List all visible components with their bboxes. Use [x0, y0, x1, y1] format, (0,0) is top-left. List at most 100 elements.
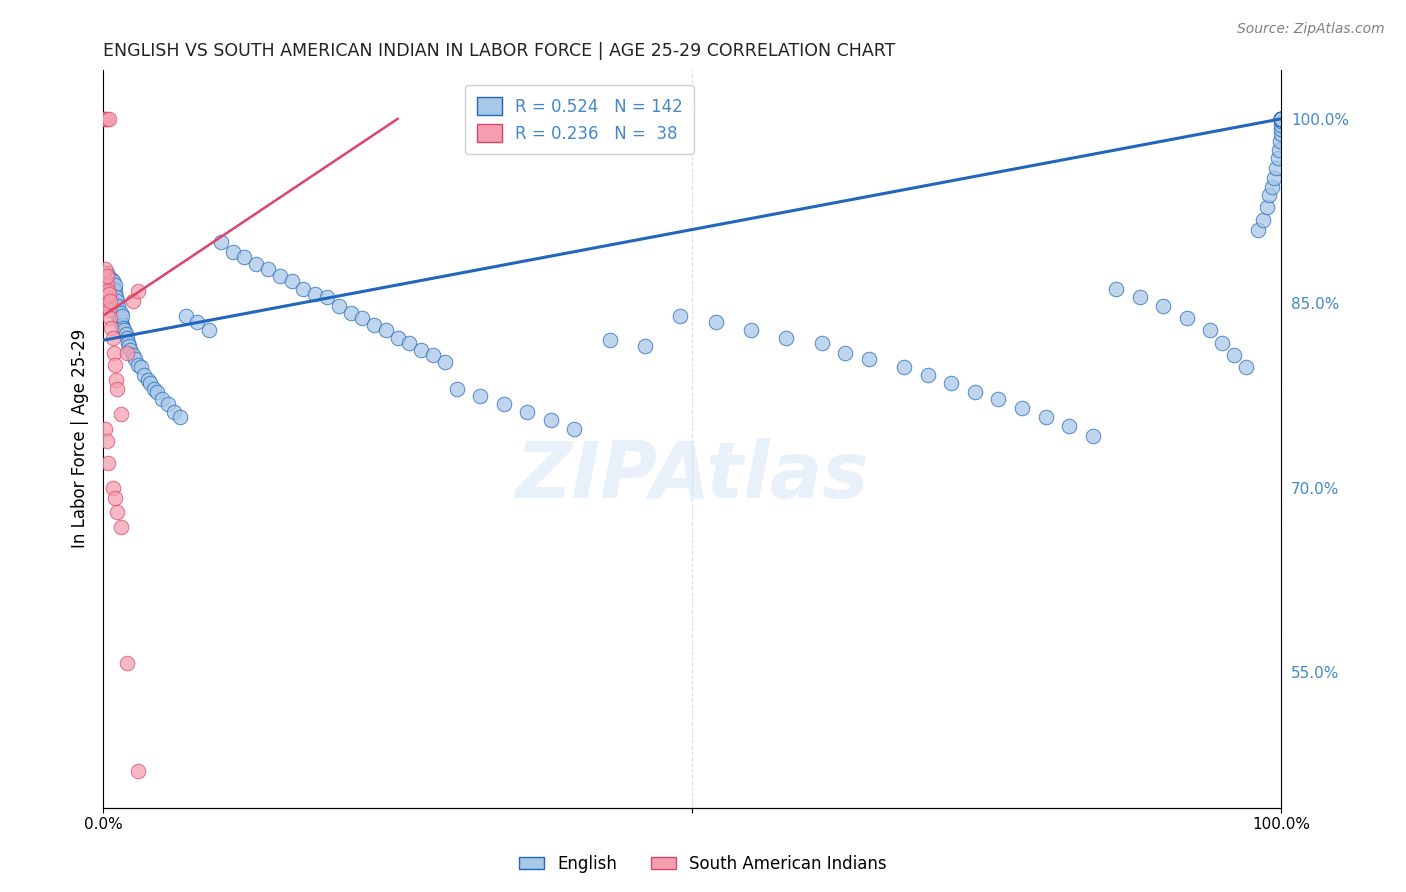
Point: [669, 309, 692, 323]
Point: [411, 343, 433, 357]
Point: [127, 284, 149, 298]
Point: [810, 335, 832, 350]
Point: [398, 335, 420, 350]
Point: [1270, 118, 1292, 132]
Point: [105, 299, 128, 313]
Point: [1270, 112, 1292, 126]
Point: [446, 383, 468, 397]
Point: [1270, 112, 1292, 126]
Point: [941, 376, 963, 391]
Point: [98, 277, 121, 292]
Point: [129, 360, 152, 375]
Point: [117, 335, 139, 350]
Point: [374, 323, 396, 337]
Point: [1270, 112, 1292, 126]
Point: [1265, 161, 1288, 175]
Point: [328, 299, 350, 313]
Point: [1105, 282, 1128, 296]
Point: [96, 266, 118, 280]
Point: [100, 282, 122, 296]
Point: [1246, 222, 1268, 236]
Point: [93, 296, 115, 310]
Point: [114, 327, 136, 342]
Point: [963, 384, 986, 399]
Legend: English, South American Indians: English, South American Indians: [513, 848, 893, 880]
Point: [257, 261, 280, 276]
Legend: R = 0.524   N = 142, R = 0.236   N =  38: R = 0.524 N = 142, R = 0.236 N = 38: [465, 86, 695, 154]
Point: [1199, 323, 1222, 337]
Point: [1270, 112, 1292, 126]
Point: [98, 302, 121, 317]
Point: [96, 290, 118, 304]
Point: [198, 323, 221, 337]
Point: [316, 290, 339, 304]
Point: [1267, 151, 1289, 165]
Point: [422, 348, 444, 362]
Point: [222, 244, 245, 259]
Point: [101, 284, 124, 298]
Point: [1268, 134, 1291, 148]
Point: [110, 306, 132, 320]
Point: [104, 299, 127, 313]
Point: [363, 318, 385, 333]
Point: [1270, 112, 1292, 126]
Point: [96, 269, 118, 284]
Point: [93, 286, 115, 301]
Point: [134, 368, 156, 382]
Point: [94, 261, 117, 276]
Point: [352, 311, 374, 326]
Point: [98, 290, 121, 304]
Point: [98, 112, 121, 126]
Point: [245, 257, 267, 271]
Point: [1270, 112, 1292, 126]
Point: [101, 293, 124, 308]
Point: [98, 282, 121, 296]
Point: [97, 284, 120, 298]
Point: [98, 286, 121, 301]
Point: [599, 333, 621, 347]
Point: [98, 272, 121, 286]
Y-axis label: In Labor Force | Age 25-29: In Labor Force | Age 25-29: [72, 329, 89, 549]
Point: [111, 318, 134, 333]
Point: [858, 351, 880, 366]
Point: [634, 339, 657, 353]
Point: [1270, 112, 1292, 126]
Point: [108, 311, 131, 326]
Point: [100, 290, 122, 304]
Point: [146, 384, 169, 399]
Point: [103, 282, 125, 296]
Point: [93, 112, 115, 126]
Point: [112, 321, 135, 335]
Point: [121, 293, 143, 308]
Point: [120, 343, 142, 357]
Point: [1258, 188, 1281, 202]
Point: [1035, 409, 1057, 424]
Point: [105, 290, 128, 304]
Point: [1129, 290, 1152, 304]
Point: [100, 272, 122, 286]
Point: [304, 286, 326, 301]
Point: [775, 331, 797, 345]
Point: [98, 293, 121, 308]
Point: [1175, 311, 1198, 326]
Point: [104, 284, 127, 298]
Point: [1223, 348, 1246, 362]
Point: [96, 284, 118, 298]
Point: [1260, 179, 1282, 194]
Point: [98, 293, 121, 308]
Point: [96, 277, 118, 292]
Point: [186, 315, 208, 329]
Point: [339, 306, 361, 320]
Point: [292, 282, 315, 296]
Point: [94, 290, 117, 304]
Text: ZIPAtlas: ZIPAtlas: [516, 438, 869, 514]
Point: [101, 331, 124, 345]
Point: [97, 290, 120, 304]
Point: [97, 282, 120, 296]
Point: [110, 407, 132, 421]
Point: [96, 112, 118, 126]
Point: [1253, 212, 1275, 227]
Point: [917, 368, 939, 382]
Point: [562, 422, 585, 436]
Point: [105, 373, 128, 387]
